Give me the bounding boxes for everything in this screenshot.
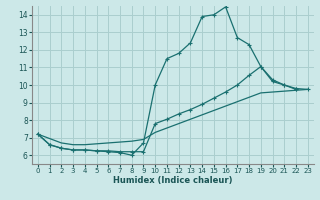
X-axis label: Humidex (Indice chaleur): Humidex (Indice chaleur) xyxy=(113,176,233,185)
